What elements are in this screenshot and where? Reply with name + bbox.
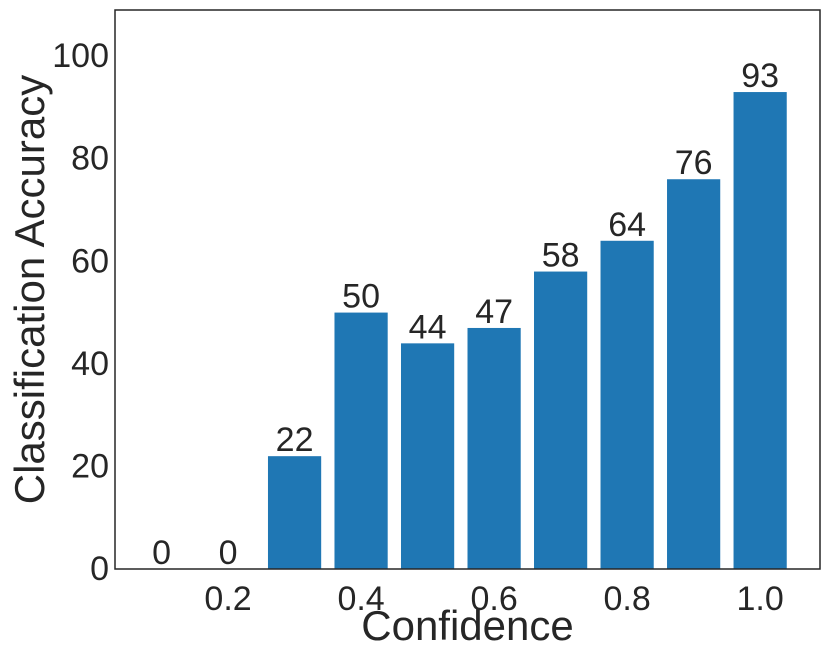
bar-value-labels: 0 0 22 50 44 47 58 64 76 93 <box>152 57 779 572</box>
x-tick-label: 0.4 <box>337 580 384 618</box>
y-tick-label: 0 <box>90 550 109 588</box>
y-tick-label: 60 <box>71 242 109 280</box>
bar-value-label: 58 <box>542 237 580 275</box>
y-axis-label: Classification Accuracy <box>6 75 53 505</box>
x-tick-label: 0.8 <box>603 580 650 618</box>
plot-area-frame <box>114 9 821 570</box>
y-tick-label: 20 <box>71 447 109 485</box>
bar-value-label: 0 <box>219 534 238 572</box>
bar-value-label: 47 <box>475 293 513 331</box>
bar <box>400 343 455 569</box>
x-axis-label: Confidence <box>361 602 573 649</box>
y-tick-label: 80 <box>71 140 109 178</box>
bar-value-label: 93 <box>741 57 779 95</box>
bar <box>733 92 787 569</box>
bar-value-label: 0 <box>152 534 171 572</box>
bar-value-label: 22 <box>276 421 314 459</box>
y-tick-label: 100 <box>52 37 109 75</box>
bar-value-label: 44 <box>409 308 447 346</box>
bar <box>600 240 654 569</box>
y-axis-ticks: 0 20 40 60 80 100 <box>52 37 109 588</box>
bar-value-label: 64 <box>608 206 646 244</box>
y-tick-label: 40 <box>71 345 109 383</box>
bar <box>467 327 521 569</box>
bar <box>267 456 322 569</box>
x-tick-label: 1.0 <box>737 580 784 618</box>
x-tick-label: 0.6 <box>470 580 517 618</box>
x-axis-ticks: 0.2 0.4 0.6 0.8 1.0 <box>204 580 783 618</box>
x-tick-label: 0.2 <box>204 580 251 618</box>
bar <box>334 312 388 569</box>
bars <box>267 92 787 569</box>
bar <box>534 271 588 569</box>
bar-value-label: 76 <box>675 144 713 182</box>
bar <box>667 179 721 569</box>
bar-value-label: 50 <box>342 278 380 316</box>
